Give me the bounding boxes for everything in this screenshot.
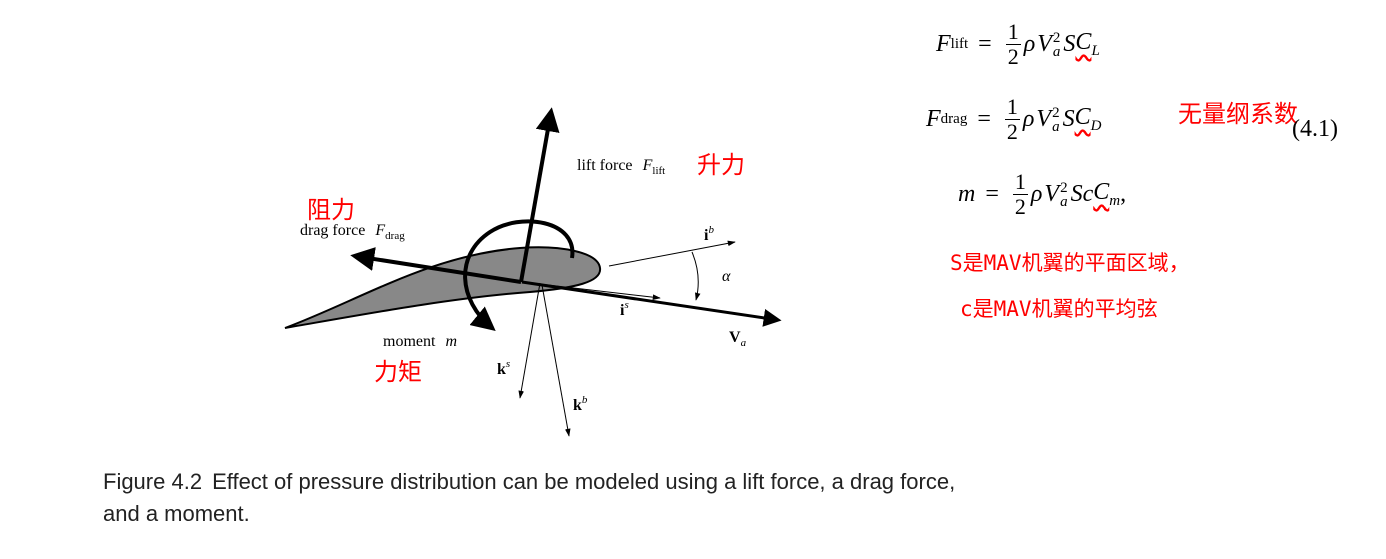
k-s-label: ks [497, 358, 510, 378]
s-note: S是MAV机翼的平面区域， [950, 251, 1190, 275]
caption-text: Effect of pressure distribution can be m… [103, 469, 956, 526]
i-s-label: is [620, 299, 629, 319]
lift-annotation: 升力 [697, 151, 745, 179]
moment-arrow [463, 219, 575, 332]
k-s-axis [518, 282, 541, 399]
moment-annotation: 力矩 [374, 358, 422, 386]
c-note: c是MAV机翼的平均弦 [960, 297, 1158, 321]
alpha-label: α [722, 268, 731, 285]
caption-label: Figure 4.2 [103, 469, 203, 494]
equation-number: (4.1) [1292, 116, 1338, 142]
moment-label: moment m [383, 331, 457, 350]
drag-arrow [350, 247, 522, 284]
velocity-arrow [521, 280, 782, 327]
figure-caption: Figure 4.2 Effect of pressure distributio… [103, 466, 983, 530]
lift-arrow [519, 107, 560, 283]
dimensionless-annotation: 无量纲系数 [1178, 100, 1298, 128]
k-b-label: kb [573, 394, 588, 414]
i-b-label: ib [704, 224, 714, 244]
drag-annotation: 阻力 [307, 196, 355, 224]
airfoil-shape [284, 246, 602, 329]
i-b-axis [608, 240, 736, 267]
lift-force-label: lift force Flift [577, 155, 665, 177]
k-b-axis [541, 284, 571, 437]
va-label: Va [729, 329, 747, 349]
alpha-arc [691, 251, 701, 301]
drag-force-label: drag force Fdrag [300, 220, 405, 242]
